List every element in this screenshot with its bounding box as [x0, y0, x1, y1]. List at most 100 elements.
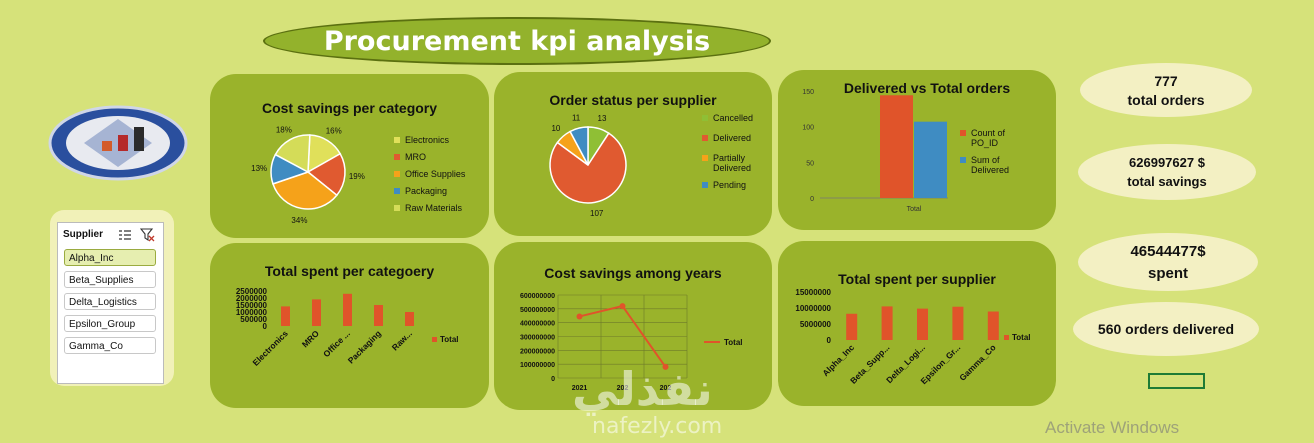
x-tick-label: 202 [660, 385, 672, 392]
data-label: 10 [551, 124, 560, 133]
legend-item: Partially Delivered [713, 153, 752, 173]
kpi-label: total savings [1127, 174, 1207, 189]
pie-slice [272, 171, 338, 210]
data-label: 16% [326, 126, 342, 135]
kpi-spent: 46544477$ spent [1078, 233, 1258, 291]
x-tick-label: Electronics [250, 328, 290, 368]
pie-chart-status: 13 107 10 11 [549, 113, 627, 218]
legend-item: MRO [405, 152, 426, 162]
y-tick-label: 1500000 [236, 301, 268, 310]
y-tick-label: 0 [263, 322, 268, 331]
x-tick-label: Gamma_Co [957, 342, 997, 382]
slicer-item-beta-supplies[interactable]: Beta_Supplies [64, 271, 156, 288]
data-label: 34% [291, 216, 307, 225]
watermark-url: nafezly.com [592, 414, 723, 439]
data-point [619, 303, 626, 310]
bar-chart-delivered: 0 50 100 150 Total [802, 89, 948, 213]
legend-item: Count of PO_ID [971, 128, 1006, 148]
cost-savings-category-card[interactable]: Cost savings per category 16% 19% 34% 13% 18… [210, 74, 489, 238]
legend: Electronics MRO Office Supplies Packagin… [394, 135, 465, 220]
slicer-item-epsilon-group[interactable]: Epsilon_Group [64, 315, 156, 332]
legend: Cancelled Delivered Partially Delivered … [702, 113, 758, 197]
cost-savings-years-card[interactable]: Cost savings among years 0 100000000 20000… [494, 242, 772, 410]
slicer-item-alpha-inc[interactable]: Alpha_Inc [64, 249, 156, 266]
pie-slice [306, 152, 346, 197]
chart-title: Delivered vs Total orders [843, 80, 1011, 96]
data-label: 19% [349, 172, 365, 181]
order-status-card[interactable]: Order status per supplier 13 107 10 11 Canc… [494, 72, 772, 236]
data-point [662, 363, 669, 370]
data-label: 13% [251, 164, 267, 173]
y-tick-label: 10000000 [795, 304, 831, 313]
logo [48, 105, 188, 181]
kpi-delivered: 560 orders delivered [1073, 302, 1259, 356]
delivered-vs-total-card[interactable]: Delivered vs Total orders 0 50 100 150 Total… [778, 70, 1056, 230]
data-label: 18% [276, 125, 292, 134]
legend-item: Sum of Delivered [971, 155, 1010, 175]
legend-swatch [432, 337, 437, 342]
slicer-header: Supplier [63, 229, 104, 240]
kpi-value: 46544477$ [1130, 242, 1206, 260]
bar [343, 293, 352, 326]
y-tick-label: 2500000 [236, 287, 268, 296]
bar [312, 299, 321, 326]
y-tick-label: 100 [802, 125, 814, 132]
bar [880, 95, 913, 198]
chart-title: Cost savings among years [544, 265, 722, 281]
spent-category-card[interactable]: Total spent per categoery 0 500000 1000000… [210, 243, 489, 408]
kpi-total-orders: 777 total orders [1080, 63, 1252, 117]
x-tick-label: 202 [617, 385, 629, 392]
bar [881, 306, 893, 340]
legend-item: Packaging [405, 186, 448, 196]
y-tick-label: 300000000 [520, 335, 555, 342]
pie-slice [569, 126, 589, 166]
chart-title: Total spent per categoery [264, 263, 435, 279]
legend-item: Delivered [713, 133, 752, 143]
x-tick-label: MRO [300, 328, 321, 349]
y-tick-label: 200000000 [520, 348, 555, 355]
y-tick-label: 500000000 [520, 307, 555, 314]
clear-filter-icon[interactable] [139, 228, 155, 242]
supplier-slicer: Supplier Alpha_Inc Beta_Supplies Delta_L… [57, 222, 164, 384]
legend-swatch [1004, 335, 1009, 340]
y-tick-label: 0 [827, 336, 832, 345]
y-tick-label: 1000000 [236, 308, 268, 317]
legend-item: Total [724, 338, 743, 347]
x-tick-label: 2021 [572, 385, 588, 392]
chart-title: Order status per supplier [549, 92, 717, 108]
legend-item: Cancelled [713, 113, 754, 123]
kpi-total-savings: 626997627 $ total savings [1078, 144, 1256, 200]
y-tick-label: 400000000 [520, 321, 555, 328]
y-tick-label: 0 [551, 376, 555, 383]
slicer-item-gamma-co[interactable]: Gamma_Co [64, 337, 156, 354]
multi-select-icon[interactable] [118, 228, 132, 242]
slicer-item-delta-logistics[interactable]: Delta_Logistics [64, 293, 156, 310]
pie-chart-category: 16% 19% 34% 13% 18% [251, 125, 365, 225]
bar [917, 308, 928, 340]
kpi-value: 777 [1154, 72, 1178, 89]
y-tick-label: 0 [810, 196, 814, 203]
selected-cell[interactable] [1148, 373, 1205, 389]
pie-slice [274, 134, 311, 174]
kpi-value: 560 orders delivered [1097, 321, 1235, 337]
y-tick-label: 150 [802, 89, 814, 96]
y-tick-label: 5000000 [800, 320, 832, 329]
spent-supplier-card[interactable]: Total spent per supplier 0 5000000 1000000… [778, 241, 1056, 406]
kpi-label: spent [1147, 264, 1188, 282]
x-tick-label: Total [907, 206, 922, 213]
chart-title: Total spent per supplier [838, 271, 996, 287]
y-tick-label: 500000 [240, 315, 267, 324]
data-label: 11 [572, 113, 581, 122]
y-tick-label: 2000000 [236, 294, 268, 303]
legend-item: Electronics [405, 135, 450, 145]
legend-item: Pending [713, 180, 747, 190]
bar [987, 311, 999, 340]
chart-title: Cost savings per category [261, 100, 438, 116]
x-tick-label: Raw... [390, 328, 414, 352]
x-tick-label: Alpha_Inc [820, 342, 856, 378]
kpi-label: total orders [1127, 91, 1205, 108]
line-chart-years: 0 100000000 200000000 300000000 400000000 500… [520, 293, 743, 392]
bar [281, 306, 290, 326]
bar [846, 313, 858, 340]
